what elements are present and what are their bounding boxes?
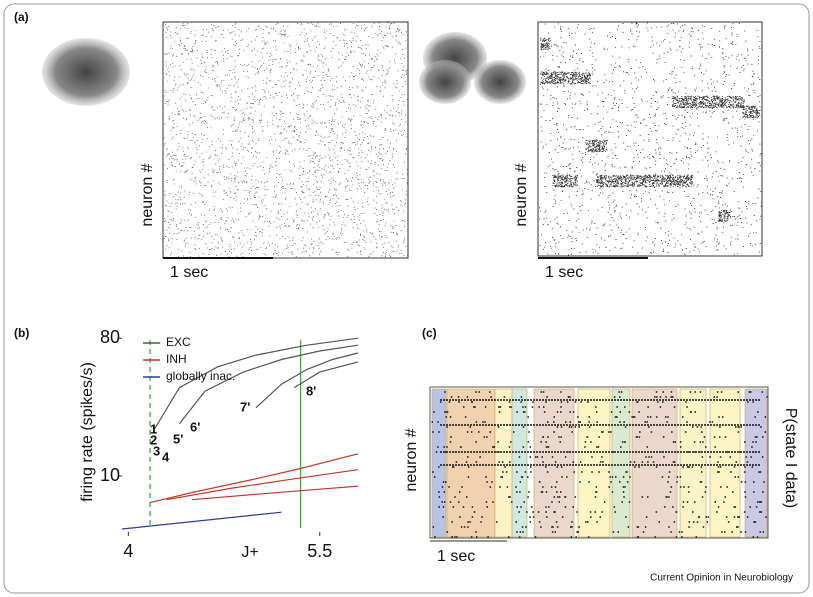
state-band	[533, 388, 575, 538]
spikes	[539, 22, 762, 256]
panel-label: (b)	[14, 326, 29, 340]
raster	[164, 22, 408, 258]
scale-label: 1 sec	[170, 264, 208, 281]
panel-label: (c)	[422, 326, 437, 340]
network-icon	[474, 60, 526, 104]
curve-label: 2	[150, 432, 157, 447]
y-label: neuron #	[513, 163, 530, 226]
state-band	[709, 388, 741, 538]
curve	[166, 469, 359, 501]
curve-label: 4	[162, 449, 170, 464]
state-band	[611, 388, 631, 538]
state-band	[631, 388, 678, 538]
raster-frame	[537, 21, 763, 257]
y-tick-label: 10	[100, 465, 120, 485]
x-tick-label: 5.5	[307, 541, 332, 561]
curve-label: 3	[153, 443, 160, 458]
chart: firing rate (spikes/s) J+ 10 80 4 5.5 EXC INH gl…	[79, 327, 359, 561]
curve	[149, 453, 359, 504]
curve	[255, 352, 359, 409]
state-band	[494, 388, 514, 538]
curve-label: 5'	[173, 431, 183, 446]
state-band	[744, 388, 768, 538]
spikes	[431, 391, 768, 538]
network-icon	[42, 38, 130, 106]
footer: Current Opinion in Neurobiology	[650, 573, 793, 584]
curve	[153, 337, 359, 431]
curve-label: 8'	[306, 383, 316, 398]
state-band	[446, 388, 496, 538]
curve-label: 7'	[240, 399, 250, 414]
legend-label: EXC	[166, 335, 191, 349]
state-band	[679, 388, 707, 538]
y-label: neuron #	[403, 428, 420, 491]
legend-label: INH	[166, 352, 187, 366]
curve	[192, 485, 359, 501]
legend-label: globally inac.	[166, 369, 235, 383]
frame	[3, 3, 810, 594]
scale-label: 1 sec	[545, 264, 583, 281]
spikes	[164, 22, 408, 258]
raster	[539, 22, 762, 256]
state-band	[577, 388, 611, 538]
curve-label: 6'	[190, 419, 200, 434]
y-label: neuron #	[139, 163, 156, 226]
raster-frame	[162, 21, 409, 259]
curve	[293, 361, 359, 389]
x-label: J+	[241, 544, 258, 561]
network-icon	[419, 60, 471, 104]
x-tick-label: 4	[123, 541, 133, 561]
curve	[178, 344, 359, 425]
state-band	[431, 388, 447, 538]
curve	[121, 511, 282, 530]
raster	[431, 388, 768, 538]
curve-label: 1	[150, 421, 157, 436]
right-label: P(state I data)	[782, 408, 799, 509]
scale-label: 1 sec	[437, 548, 475, 565]
y-label: firing rate (spikes/s)	[79, 362, 96, 502]
y-tick-label: 80	[100, 327, 120, 347]
panel-label: (a)	[14, 10, 29, 24]
raster-frame	[429, 386, 769, 539]
